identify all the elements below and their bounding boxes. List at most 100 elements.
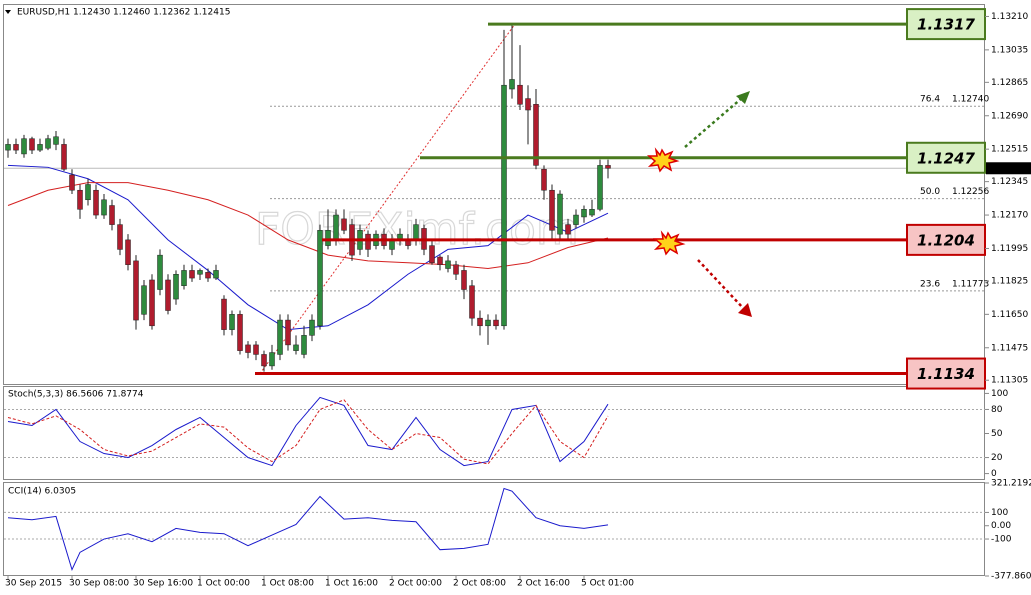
candle-body: [13, 144, 19, 151]
candle-body: [325, 230, 331, 246]
indicator-line: [7, 399, 609, 465]
down-arrow: [697, 259, 745, 310]
y-tick-label: 0: [991, 469, 997, 479]
candle-body: [517, 84, 523, 105]
y-tick-label: 1.12170: [991, 211, 1028, 221]
candle-body: [341, 218, 347, 231]
annotations: [646, 91, 752, 317]
candle-body: [237, 314, 243, 351]
candle-body: [45, 138, 51, 149]
candle-body: [69, 174, 75, 191]
candle-body: [581, 209, 587, 218]
main-pane: [3, 4, 985, 385]
fib-level: 23.6: [920, 279, 940, 289]
candle-body: [141, 285, 147, 315]
candle-body: [189, 270, 195, 279]
candle-body: [509, 79, 515, 90]
fib-price: 1.12256: [952, 187, 989, 197]
x-tick-label: 2 Oct 16:00: [517, 579, 570, 589]
y-tick-label: 1.12515: [991, 145, 1028, 155]
candle-body: [485, 319, 491, 327]
candle-body: [149, 279, 155, 327]
candle-body: [117, 224, 123, 250]
y-tick-label: 1.12345: [991, 177, 1028, 187]
y-tick-label: 1.12690: [991, 111, 1028, 121]
x-tick-label: 2 Oct 00:00: [389, 579, 442, 589]
candle-body: [445, 260, 451, 269]
level-label: 1.1204: [917, 231, 975, 249]
price-marker: [986, 162, 1031, 175]
candle-body: [365, 233, 371, 250]
candle-body: [301, 335, 307, 355]
fib-level: 50.0: [920, 187, 940, 197]
indicator-line: [7, 164, 609, 331]
candle-body: [573, 214, 579, 225]
x-tick-label: 30 Sep 16:00: [133, 579, 193, 589]
cci-title: CCI(14) 6.0305: [8, 487, 76, 497]
candle-body: [309, 319, 315, 336]
price-marker-label: 1.12415: [991, 164, 1028, 174]
burst: [646, 147, 680, 173]
y-tick-label: 1.13210: [991, 12, 1028, 22]
candle-body: [101, 199, 107, 216]
candle-body: [293, 344, 299, 351]
y-tick-label: 0.00: [991, 521, 1011, 531]
y-tick-label: 20: [991, 453, 1003, 463]
menu-arrow: [5, 10, 11, 14]
chart-title: EURUSD,H1 1.12430 1.12460 1.12362 1.1241…: [17, 8, 230, 18]
indicator-line: [7, 396, 609, 467]
candle-body: [21, 138, 27, 155]
candle-body: [501, 84, 507, 327]
candle-body: [197, 270, 203, 275]
candle-body: [229, 314, 235, 330]
x-tick-label: 5 Oct 01:00: [581, 579, 634, 589]
cci-pane: [3, 482, 985, 576]
candle-body: [317, 230, 323, 327]
y-tick-label: 1.11305: [991, 376, 1028, 386]
candle-body: [61, 144, 67, 170]
y-tick-label: 100: [991, 508, 1008, 518]
fib-trend: [259, 23, 516, 374]
level-label: 1.1317: [917, 16, 975, 34]
y-tick-label: 50: [991, 429, 1003, 439]
candle-body: [285, 319, 291, 346]
fib-price: 1.12740: [952, 95, 989, 105]
candle-body: [333, 214, 339, 241]
y-tick-label: 1.11475: [991, 343, 1028, 353]
burst: [652, 230, 686, 256]
stoch-title: Stoch(5,3,3) 86.5606 71.8774: [8, 390, 144, 400]
candle-body: [565, 224, 571, 235]
candle-body: [109, 205, 115, 225]
y-tick-label: -100: [991, 535, 1012, 545]
down-arrow-head: [738, 303, 752, 317]
x-tick-label: 1 Oct 00:00: [197, 579, 250, 589]
candle-body: [605, 165, 611, 169]
candle-body: [173, 273, 179, 300]
fib-price: 1.11773: [952, 279, 989, 289]
indicator-line: [7, 487, 609, 572]
candle-body: [589, 209, 595, 216]
plot-layer: 76.4 1.12740 50.0 1.12256 23.6 1.11773 30 Sep …: [4, 8, 1031, 589]
candle-body: [469, 285, 475, 319]
candle-body: [77, 189, 83, 210]
level-box: [906, 8, 986, 41]
candle-body: [181, 270, 187, 286]
indicator-line: [7, 182, 609, 270]
candle-body: [205, 272, 211, 279]
x-tick-label: 30 Sep 2015: [5, 579, 62, 589]
level-box: [906, 223, 986, 256]
y-tick-label: 100: [991, 389, 1008, 399]
candle-body: [213, 270, 219, 279]
candle-body: [549, 189, 555, 231]
candle-body: [157, 254, 163, 290]
candle-body: [533, 104, 539, 166]
y-tick-label: 1.11650: [991, 310, 1028, 320]
candle-body: [85, 184, 91, 201]
x-tick-label: 1 Oct 16:00: [325, 579, 378, 589]
candle-body: [5, 144, 11, 151]
y-tick-label: 1.11995: [991, 244, 1028, 254]
candle-body: [493, 319, 499, 327]
y-tick-label: 1.11825: [991, 276, 1028, 286]
